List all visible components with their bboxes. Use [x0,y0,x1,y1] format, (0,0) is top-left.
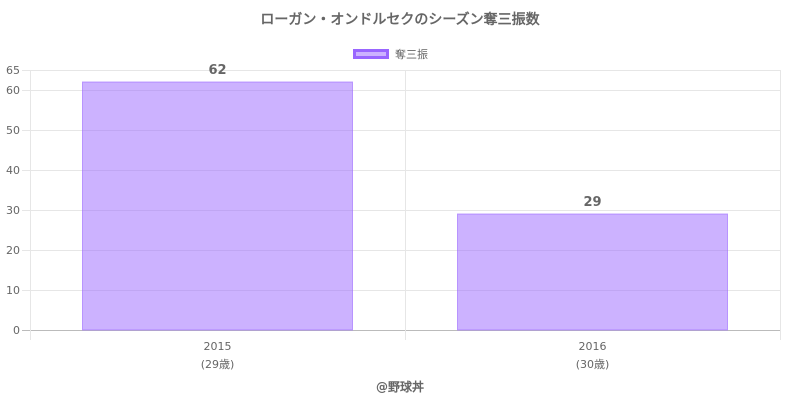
y-tick-label: 65 [6,64,20,77]
y-tick-label: 40 [6,164,20,177]
x-tick-label: 2016 [579,340,607,353]
y-tick-label: 30 [6,204,20,217]
bar-value-label: 62 [208,63,226,78]
y-tick-label: 60 [6,84,20,97]
y-tick-label: 20 [6,244,20,257]
bar [457,213,728,331]
y-tick-label: 10 [6,284,20,297]
legend-swatch [353,49,389,59]
chart-title: ローガン・オンドルセクのシーズン奪三振数 [260,12,540,28]
footer-credit: @野球丼 [375,380,424,394]
legend[interactable]: 奪三振 [353,46,428,62]
y-tick-label: 0 [13,324,20,337]
x-tick-label: 2015 [204,340,232,353]
legend-label: 奪三振 [395,48,428,61]
x-tick-sublabel: (29歳) [201,358,235,371]
bar [82,81,353,331]
y-tick-label: 50 [6,124,20,137]
x-tick-sublabel: (30歳) [576,358,610,371]
bar-value-label: 29 [583,195,601,210]
